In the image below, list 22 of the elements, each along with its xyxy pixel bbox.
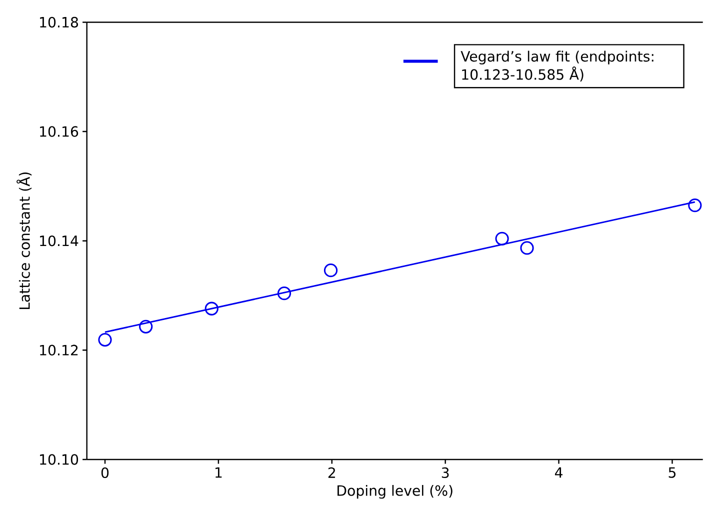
y-tick-label: 10.16 <box>40 126 78 137</box>
y-tick-label: 10.18 <box>40 16 78 28</box>
point <box>139 320 153 334</box>
point <box>324 263 338 278</box>
x-axis-title: Doping level (%) <box>338 484 452 499</box>
point <box>204 302 218 316</box>
point <box>495 232 509 246</box>
point <box>277 286 292 300</box>
y-tick-label: 10.12 <box>40 344 78 356</box>
point <box>520 241 534 255</box>
x-tick-label: 1 <box>216 467 222 478</box>
point <box>688 198 702 212</box>
x-tick-label: 3 <box>442 467 449 478</box>
x-tick-label: 5 <box>668 467 676 478</box>
y-tick-label: 10.14 <box>40 235 78 246</box>
x-tick-label: 0 <box>101 467 109 478</box>
legend-label: Vegard’s law fit (endpoints: 10.123-10.585 Å) <box>460 50 654 82</box>
point <box>98 332 112 347</box>
y-axis-title: Lattice constant (Å) <box>16 172 32 309</box>
x-tick-label: 4 <box>554 467 562 478</box>
x-tick-label: 2 <box>328 467 335 478</box>
y-tick-label: 10.10 <box>40 454 78 465</box>
